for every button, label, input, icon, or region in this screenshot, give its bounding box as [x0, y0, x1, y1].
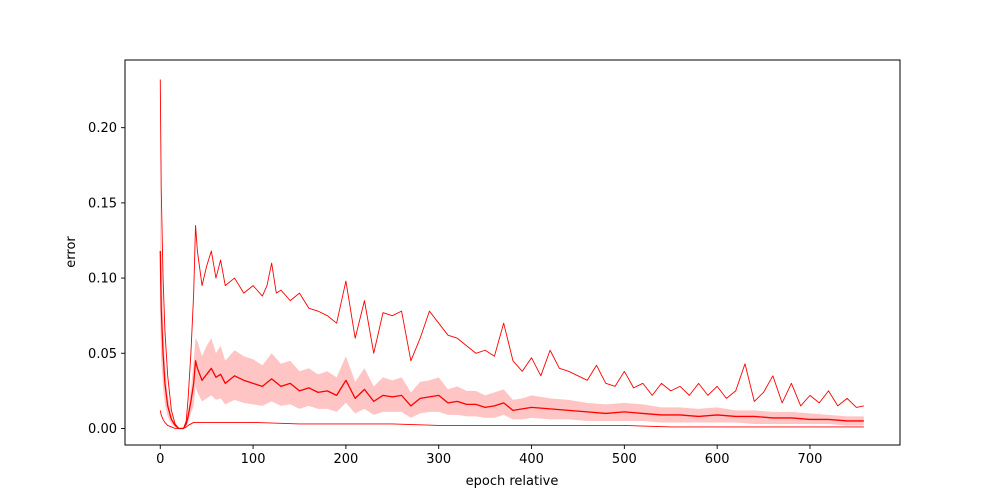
plot-area-frame [124, 59, 901, 446]
series-line-lower [159, 410, 864, 429]
series-lines-layer [159, 79, 864, 430]
x-tick-label: 100 [241, 452, 266, 467]
x-tick-label: 300 [426, 452, 451, 467]
y-tick-label: 0.15 [88, 196, 117, 211]
x-tick-label: 600 [705, 452, 730, 467]
y-axis-ticks: 0.00 0.05 0.10 0.15 0.20 [88, 121, 125, 437]
y-tick-label: 0.05 [88, 347, 117, 362]
x-tick-label: 700 [798, 452, 823, 467]
y-tick-label: 0.20 [88, 121, 117, 136]
series-line-mean [159, 250, 864, 430]
series-line-upper [159, 79, 864, 429]
confidence-band [160, 177, 864, 429]
y-axis-label: error [64, 236, 79, 268]
x-tick-label: 500 [612, 452, 637, 467]
y-tick-label: 0.00 [88, 422, 117, 437]
y-tick-label: 0.10 [88, 272, 117, 287]
x-tick-label: 400 [519, 452, 544, 467]
x-tick-label: 200 [333, 452, 358, 467]
x-axis-ticks: 0 100 200 300 400 500 600 700 [156, 445, 822, 467]
confidence-band-layer [160, 177, 864, 429]
x-tick-label: 0 [156, 452, 164, 467]
x-axis-label: epoch relative [466, 474, 559, 489]
